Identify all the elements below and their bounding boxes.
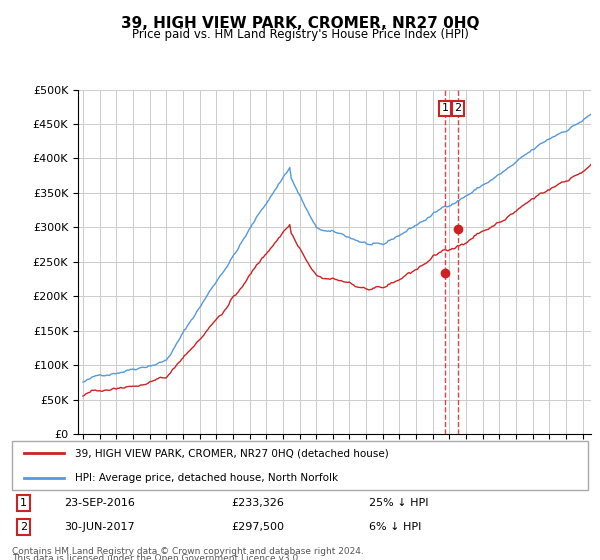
- Text: 2: 2: [454, 104, 461, 113]
- Text: Price paid vs. HM Land Registry's House Price Index (HPI): Price paid vs. HM Land Registry's House …: [131, 28, 469, 41]
- Text: HPI: Average price, detached house, North Norfolk: HPI: Average price, detached house, Nort…: [76, 473, 338, 483]
- Text: 39, HIGH VIEW PARK, CROMER, NR27 0HQ (detached house): 39, HIGH VIEW PARK, CROMER, NR27 0HQ (de…: [76, 448, 389, 458]
- Text: 2: 2: [20, 522, 27, 532]
- Text: £297,500: £297,500: [231, 522, 284, 532]
- Text: This data is licensed under the Open Government Licence v3.0.: This data is licensed under the Open Gov…: [12, 554, 301, 560]
- Text: 30-JUN-2017: 30-JUN-2017: [64, 522, 134, 532]
- Text: £233,326: £233,326: [231, 498, 284, 508]
- Text: 1: 1: [442, 104, 448, 113]
- Text: 39, HIGH VIEW PARK, CROMER, NR27 0HQ: 39, HIGH VIEW PARK, CROMER, NR27 0HQ: [121, 16, 479, 31]
- Text: 25% ↓ HPI: 25% ↓ HPI: [369, 498, 428, 508]
- FancyBboxPatch shape: [12, 441, 588, 490]
- Text: 23-SEP-2016: 23-SEP-2016: [64, 498, 135, 508]
- Text: 1: 1: [20, 498, 27, 508]
- Text: 6% ↓ HPI: 6% ↓ HPI: [369, 522, 421, 532]
- Text: Contains HM Land Registry data © Crown copyright and database right 2024.: Contains HM Land Registry data © Crown c…: [12, 547, 364, 556]
